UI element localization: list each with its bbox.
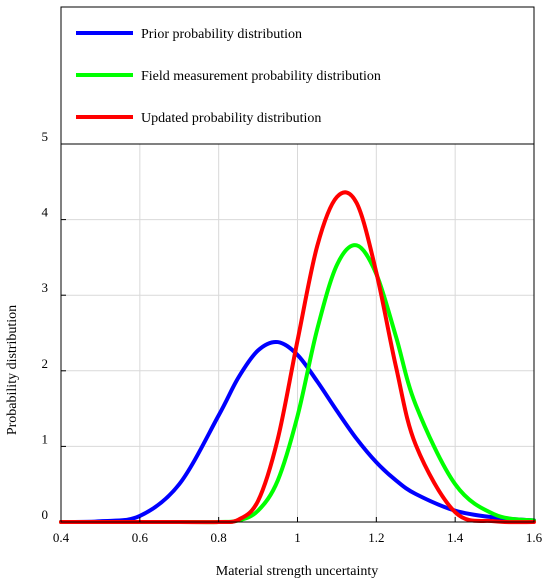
y-tick-label: 0	[42, 507, 49, 522]
legend-label: Updated probability distribution	[141, 111, 321, 126]
legend-entry-field: Field measurement probability distributi…	[76, 69, 381, 84]
x-tick-label: 0.4	[53, 530, 70, 545]
x-tick-label: 1.4	[447, 530, 464, 545]
x-axis-title: Material strength uncertainty	[216, 564, 379, 579]
legend-entry-prior: Prior probability distribution	[76, 27, 302, 42]
legend: Prior probability distribution Field meas…	[76, 27, 381, 126]
grid-lines	[61, 144, 534, 522]
legend-box	[60, 6, 535, 145]
legend-label: Prior probability distribution	[141, 27, 302, 42]
legend-entry-updated: Updated probability distribution	[76, 111, 321, 126]
y-tick-label: 4	[42, 205, 49, 220]
legend-label: Field measurement probability distributi…	[141, 69, 381, 84]
axis-ticks: 0.4 0.6 0.8 1 1.2 1.4 1.6 0 1 2 3 4 5	[42, 129, 543, 545]
x-tick-label: 0.6	[132, 530, 149, 545]
y-tick-label: 2	[42, 356, 49, 371]
y-axis-title: Probability distribution	[5, 305, 20, 435]
x-tick-label: 0.8	[211, 530, 227, 545]
x-tick-label: 1	[294, 530, 301, 545]
y-tick-label: 5	[42, 129, 49, 144]
x-tick-label: 1.2	[368, 530, 384, 545]
y-tick-label: 1	[42, 431, 49, 446]
prior-distribution-curve	[59, 339, 536, 524]
y-tick-label: 3	[42, 280, 49, 295]
x-tick-label: 1.6	[526, 530, 543, 545]
